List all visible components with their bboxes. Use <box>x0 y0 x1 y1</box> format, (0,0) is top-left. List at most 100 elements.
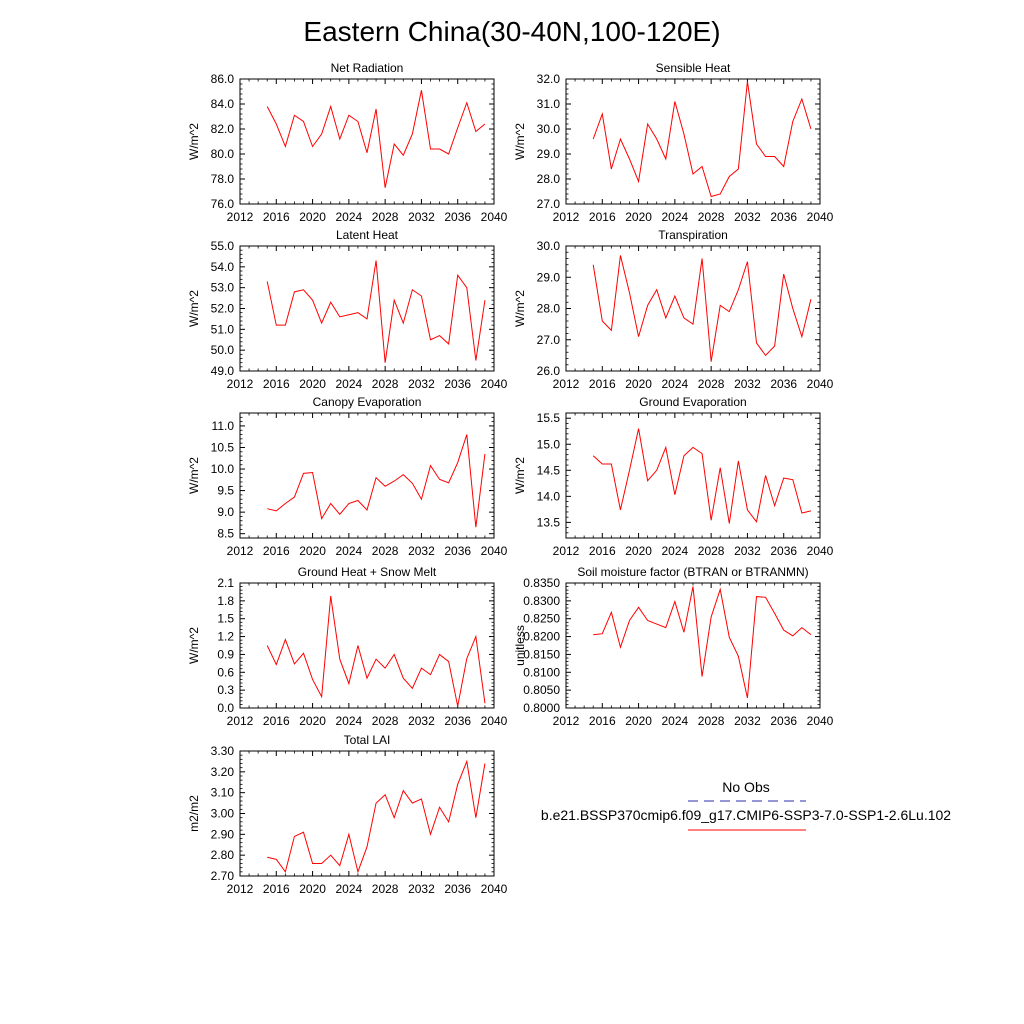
series-line <box>266 90 486 188</box>
y-tick-label: 26.0 <box>537 364 561 378</box>
x-tick-label: 2040 <box>807 210 834 224</box>
x-tick-label: 2020 <box>299 882 326 896</box>
y-tick-label: 15.0 <box>537 437 561 451</box>
y-tick-label: 31.0 <box>537 97 561 111</box>
y-tick-label: 27.0 <box>537 197 561 211</box>
y-tick-label: 10.5 <box>211 440 235 454</box>
y-axis-label: W/m^2 <box>513 290 527 327</box>
panel-ground-heat-snow-melt: Ground Heat + Snow Melt 2012 2016 2020 2024 2… <box>187 565 508 728</box>
x-tick-label: 2032 <box>408 210 435 224</box>
x-tick-label: 2028 <box>698 377 725 391</box>
y-tick-label: 49.0 <box>211 364 235 378</box>
x-tick-label: 2016 <box>263 544 290 558</box>
panel-title: Canopy Evaporation <box>313 395 422 409</box>
legend: No Obs b.e21.BSSP370cmip6.f09_g17.CMIP6-… <box>541 779 951 831</box>
series-line <box>267 759 486 874</box>
y-tick-label: 29.0 <box>537 270 561 284</box>
x-tick-label: 2020 <box>625 377 652 391</box>
plot-frame <box>239 582 495 709</box>
panel-title: Soil moisture factor (BTRAN or BTRANMN) <box>577 565 808 579</box>
y-tick-label: 27.0 <box>537 333 561 347</box>
y-tick-label: 0.3 <box>217 683 234 697</box>
y-tick-label: 1.5 <box>217 612 234 626</box>
x-tick-label: 2020 <box>625 714 652 728</box>
x-tick-label: 2028 <box>372 544 399 558</box>
panel-sensible-heat: Sensible Heat 2012 2016 2020 2024 2028 2032 203… <box>513 61 834 224</box>
x-tick-label: 2040 <box>807 544 834 558</box>
x-tick-label: 2032 <box>408 714 435 728</box>
y-axis-label: W/m^2 <box>187 457 201 494</box>
panel-transpiration: Transpiration 2012 2016 2020 2024 2028 2032 203… <box>513 228 834 391</box>
x-tick-label: 2028 <box>698 544 725 558</box>
panel-soil-moisture-factor-btran-or-btranmn: Soil moisture factor (BTRAN or BTRANMN) 2… <box>513 565 834 728</box>
y-tick-label: 0.8250 <box>523 612 560 626</box>
plot-frame <box>239 750 495 877</box>
x-tick-label: 2032 <box>734 544 761 558</box>
y-tick-label: 53.0 <box>211 281 235 295</box>
plot-frame <box>239 245 495 372</box>
panel-title: Net Radiation <box>331 61 404 75</box>
x-tick-label: 2036 <box>444 714 471 728</box>
y-tick-label: 14.0 <box>537 489 561 503</box>
x-tick-label: 2040 <box>807 714 834 728</box>
x-tick-label: 2036 <box>770 377 797 391</box>
x-tick-label: 2012 <box>227 377 254 391</box>
y-tick-label: 13.5 <box>537 515 561 529</box>
x-tick-label: 2020 <box>625 544 652 558</box>
y-tick-label: 0.8000 <box>523 701 560 715</box>
x-tick-label: 2040 <box>481 544 508 558</box>
y-tick-label: 78.0 <box>211 172 235 186</box>
y-tick-label: 50.0 <box>211 343 235 357</box>
x-tick-label: 2024 <box>662 377 689 391</box>
y-tick-label: 2.1 <box>217 576 234 590</box>
y-tick-label: 30.0 <box>537 239 561 253</box>
x-tick-label: 2016 <box>589 544 616 558</box>
y-tick-label: 76.0 <box>211 197 235 211</box>
y-tick-label: 8.5 <box>217 527 234 541</box>
y-tick-label: 84.0 <box>211 97 235 111</box>
y-axis-label: m2/m2 <box>187 795 201 832</box>
x-tick-label: 2012 <box>553 210 580 224</box>
x-tick-label: 2036 <box>444 377 471 391</box>
series-line <box>266 260 486 363</box>
plot-frame <box>239 78 495 205</box>
x-tick-label: 2016 <box>263 714 290 728</box>
panel-title: Ground Evaporation <box>639 395 746 409</box>
x-tick-label: 2040 <box>481 714 508 728</box>
x-tick-label: 2032 <box>408 544 435 558</box>
x-tick-label: 2028 <box>372 377 399 391</box>
y-tick-label: 2.80 <box>211 848 235 862</box>
plot-frame <box>565 245 821 372</box>
x-tick-label: 2032 <box>408 882 435 896</box>
y-tick-label: 1.8 <box>217 594 234 608</box>
y-tick-label: 15.5 <box>537 411 561 425</box>
panel-latent-heat: Latent Heat 2012 2016 2020 2024 2028 2032 2036 2… <box>187 228 508 391</box>
x-tick-label: 2028 <box>372 210 399 224</box>
x-tick-label: 2024 <box>662 714 689 728</box>
y-tick-label: 11.0 <box>212 419 235 433</box>
x-tick-label: 2020 <box>299 714 326 728</box>
x-tick-label: 2040 <box>481 377 508 391</box>
x-tick-label: 2012 <box>227 882 254 896</box>
y-tick-label: 0.8350 <box>523 576 560 590</box>
panel-title: Sensible Heat <box>656 61 731 75</box>
x-tick-label: 2036 <box>770 714 797 728</box>
x-tick-label: 2024 <box>662 210 689 224</box>
x-tick-label: 2024 <box>336 210 363 224</box>
y-tick-label: 9.5 <box>217 484 234 498</box>
y-tick-label: 0.8200 <box>523 630 560 644</box>
panel-title: Latent Heat <box>336 228 399 242</box>
y-tick-label: 3.10 <box>211 786 235 800</box>
y-axis-label: W/m^2 <box>513 457 527 494</box>
x-tick-label: 2012 <box>227 544 254 558</box>
plot-frame <box>565 78 821 205</box>
x-tick-label: 2024 <box>336 714 363 728</box>
series-line <box>593 586 812 699</box>
x-tick-label: 2016 <box>589 714 616 728</box>
x-tick-label: 2036 <box>444 882 471 896</box>
plot-frame <box>565 582 821 709</box>
series-line <box>592 428 812 524</box>
y-tick-label: 2.70 <box>211 869 235 883</box>
x-tick-label: 2036 <box>444 544 471 558</box>
x-tick-label: 2012 <box>553 714 580 728</box>
